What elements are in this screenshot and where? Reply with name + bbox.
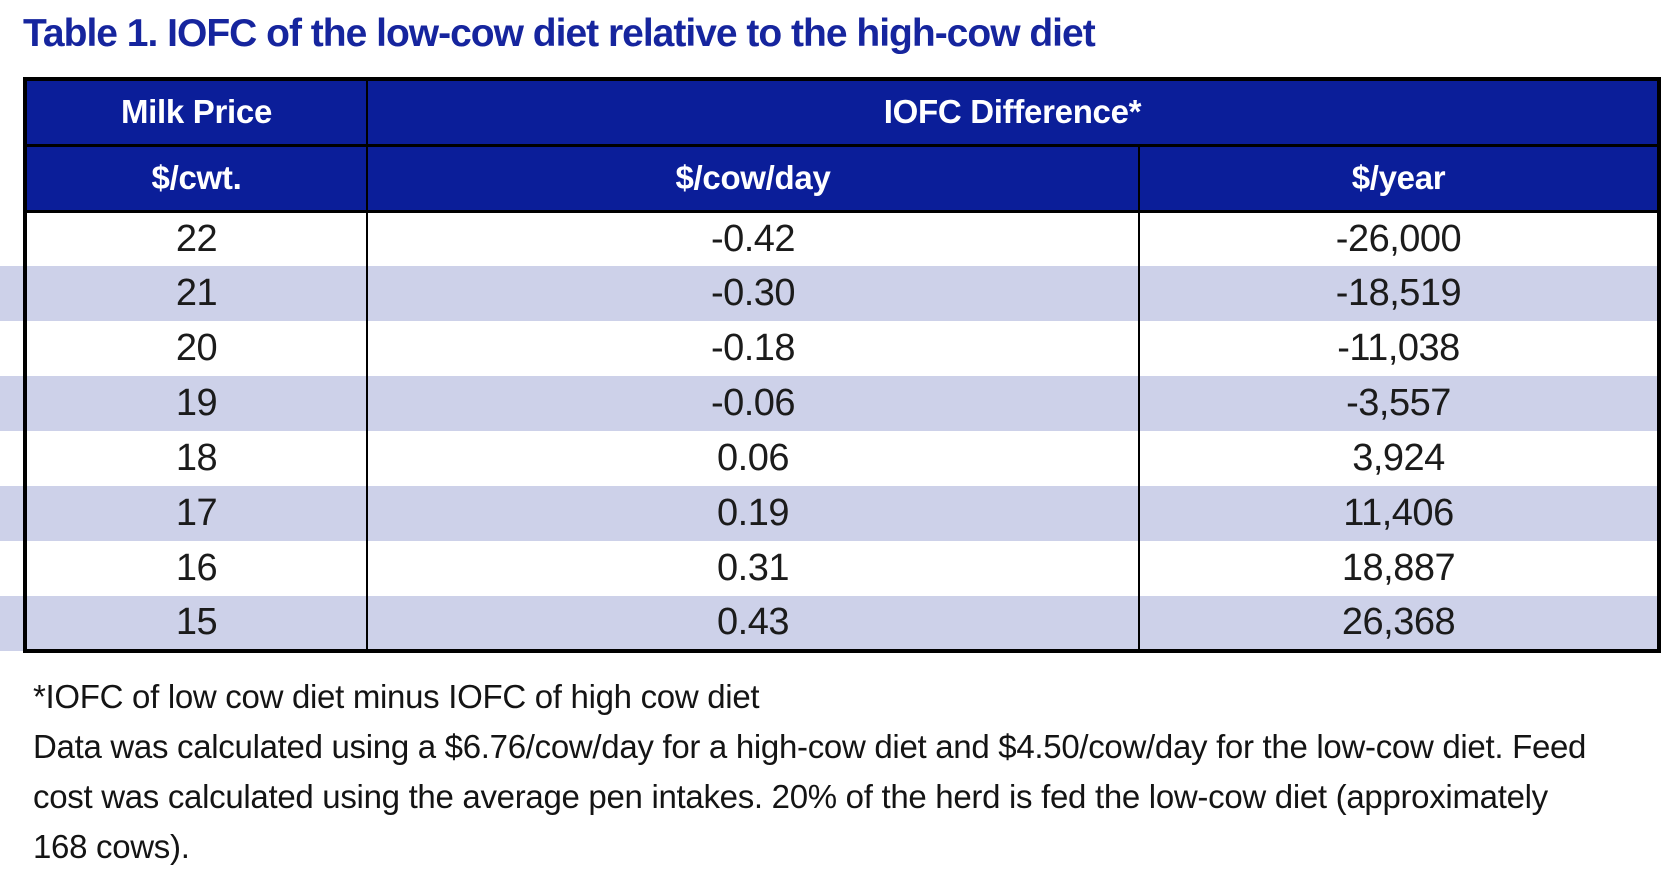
per-cow-day-cell: -0.42 — [366, 211, 1139, 266]
per-cow-day-cell: 0.43 — [366, 596, 1139, 651]
table-row: 15 0.43 26,368 — [25, 596, 1659, 651]
per-year-cell: -3,557 — [1138, 376, 1659, 431]
table-row: 18 0.06 3,924 — [25, 431, 1659, 486]
milk-price-cell: 22 — [175, 217, 218, 260]
milk-price-cell: 16 — [175, 547, 218, 589]
per-year-cell: -18,519 — [1138, 266, 1659, 321]
header-row-2: $/cwt. $/cow/day $/year — [25, 145, 1659, 213]
per-cow-day-cell: 0.31 — [366, 541, 1139, 596]
milk-price-cell: 21 — [175, 272, 218, 314]
page-title: Table 1. IOFC of the low-cow diet relati… — [23, 12, 1096, 55]
table-row: 19 -0.06 -3,557 — [25, 376, 1659, 431]
header-cell-milk-price: Milk Price — [25, 79, 367, 147]
per-cow-day-cell: -0.30 — [366, 266, 1139, 321]
table-row: 22 -0.42 -26,000 — [25, 211, 1659, 266]
per-year-cell: 18,887 — [1138, 541, 1659, 596]
header-row-1: Milk Price IOFC Difference* — [25, 79, 1659, 147]
milk-price-cell: 18 — [175, 437, 218, 479]
header-cell-per-cow-day: $/cow/day — [366, 145, 1139, 213]
header-cell-iofc-difference: IOFC Difference* — [366, 79, 1659, 147]
table-row: 20 -0.18 -11,038 — [25, 321, 1659, 376]
per-year-cell: 26,368 — [1138, 596, 1659, 651]
header-cell-per-year: $/year — [1138, 145, 1659, 213]
milk-price-cell: 20 — [175, 327, 218, 369]
per-year-cell: 11,406 — [1138, 486, 1659, 541]
milk-price-cell: 15 — [175, 601, 218, 643]
milk-price-cell: 17 — [175, 492, 218, 534]
per-cow-day-cell: -0.06 — [366, 376, 1139, 431]
footnote-details: Data was calculated using a $6.76/cow/da… — [33, 728, 1587, 865]
table-body: 22 -0.42 -26,000 21 -0.30 -18,519 20 -0.18 -11,0… — [25, 211, 1659, 651]
per-cow-day-cell: 0.19 — [366, 486, 1139, 541]
per-cow-day-cell: -0.18 — [366, 321, 1139, 376]
per-year-cell: -11,038 — [1138, 321, 1659, 376]
iofc-table: Milk Price IOFC Difference* $/cwt. $/cow… — [23, 77, 1661, 653]
per-year-cell: 3,924 — [1138, 431, 1659, 486]
per-year-cell: -26,000 — [1138, 211, 1659, 266]
table-row: 21 -0.30 -18,519 — [25, 266, 1659, 321]
table-row: 17 0.19 11,406 — [25, 486, 1659, 541]
table-row: 16 0.31 18,887 — [25, 541, 1659, 596]
per-cow-day-cell: 0.06 — [366, 431, 1139, 486]
footnotes: *IOFC of low cow diet minus IOFC of high… — [33, 672, 1608, 872]
header-cell-per-cwt: $/cwt. — [25, 145, 367, 213]
footnote-definition: *IOFC of low cow diet minus IOFC of high… — [33, 678, 760, 715]
milk-price-cell: 19 — [175, 382, 218, 424]
table-header: Milk Price IOFC Difference* $/cwt. $/cow… — [25, 79, 1659, 213]
